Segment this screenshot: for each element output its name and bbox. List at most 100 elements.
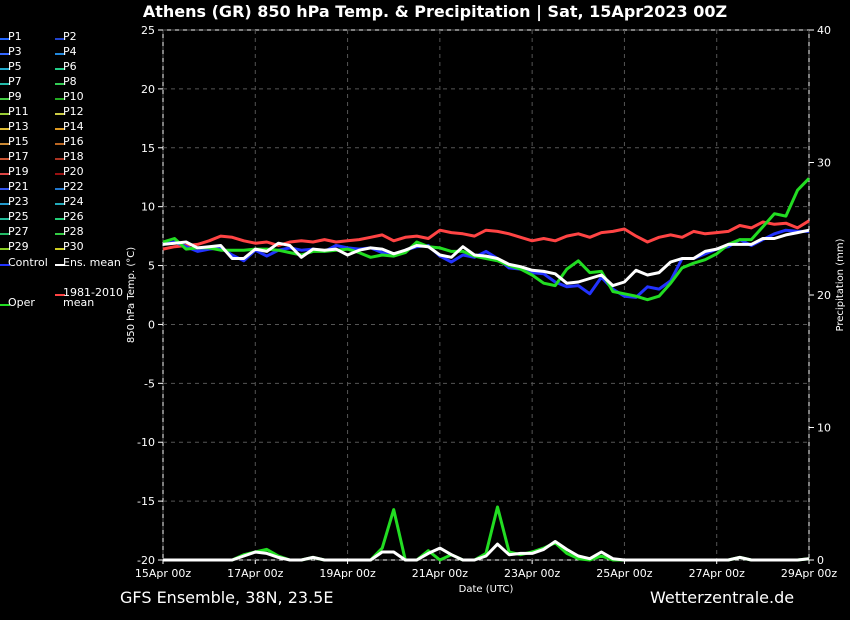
y-tick-label: -5 (144, 377, 155, 390)
y-axis-label: 850 hPa Temp. (°C) (126, 247, 137, 343)
legend-label: P21 (8, 180, 29, 193)
legend-swatch (55, 128, 65, 130)
legend-label: P7 (8, 75, 22, 88)
y2-axis-label: Precipitation (mm) (835, 238, 846, 331)
legend-label: P4 (63, 45, 77, 58)
legend-label: 1981-2010 mean (63, 286, 123, 309)
legend-swatch (55, 173, 65, 175)
legend-swatch (55, 143, 65, 145)
legend-label: P27 (8, 225, 29, 238)
legend-label: Oper (8, 296, 35, 309)
y-tick-label: 15 (141, 142, 155, 155)
chart-title: Athens (GR) 850 hPa Temp. & Precipitatio… (143, 2, 727, 22)
legend-swatch (0, 158, 10, 160)
y2-tick-label: 0 (817, 554, 824, 567)
legend-swatch (0, 203, 10, 205)
y-tick-label: -15 (137, 495, 155, 508)
legend-label: P25 (8, 210, 29, 223)
plot-frame (162, 29, 810, 561)
x-axis-label: Date (UTC) (459, 584, 514, 595)
legend-swatch (55, 218, 65, 220)
legend-swatch (0, 113, 10, 115)
legend-label: P19 (8, 165, 29, 178)
legend-swatch (0, 233, 10, 235)
y2-tick-label: 30 (817, 157, 831, 170)
legend-label: P26 (63, 210, 84, 223)
y-tick-label: 25 (141, 24, 155, 37)
legend-swatch (55, 248, 65, 250)
legend-label: P20 (63, 165, 84, 178)
x-axis: 15Apr 00z 17Apr 00z 19Apr 00z 21Apr 00z 23Ap… (135, 560, 837, 580)
legend-label: P13 (8, 120, 29, 133)
legend-swatch (55, 113, 65, 115)
footer-source: GFS Ensemble, 38N, 23.5E (120, 588, 334, 607)
legend-swatch (55, 53, 65, 55)
legend-swatch (0, 83, 10, 85)
legend-swatch (0, 68, 10, 70)
y-tick-label: 10 (141, 201, 155, 214)
y-axis-right: 0 10 20 30 40 (809, 24, 831, 567)
legend-swatch (0, 218, 10, 220)
legend-swatch (55, 68, 65, 70)
legend-swatch (55, 203, 65, 205)
legend-label: P29 (8, 240, 29, 253)
y-axis-left: -20 -15 -10 -5 0 5 10 15 20 25 (137, 24, 163, 567)
legend-swatch (55, 38, 65, 40)
legend-label: P12 (63, 105, 84, 118)
x-tick-label: 25Apr 00z (596, 567, 653, 580)
series-group (162, 177, 811, 562)
legend-swatch (0, 98, 10, 100)
y-tick-label: 0 (148, 318, 155, 331)
legend-label: Control (8, 256, 48, 269)
legend-label: P3 (8, 45, 22, 58)
legend-swatch (0, 38, 10, 40)
legend-swatch (0, 173, 10, 175)
x-tick-label: 21Apr 00z (412, 567, 469, 580)
series-line-ens-mean (162, 228, 810, 288)
legend-swatch (55, 233, 65, 235)
legend-label: P9 (8, 90, 22, 103)
legend-label: P17 (8, 150, 29, 163)
x-tick-label: 15Apr 00z (135, 567, 192, 580)
series-line-1981-2010-mean (162, 219, 810, 251)
legend-label: Ens. mean (63, 256, 121, 269)
x-tick-label: 17Apr 00z (227, 567, 284, 580)
y-tick-label: 20 (141, 83, 155, 96)
legend-swatch (0, 143, 10, 145)
y2-tick-label: 20 (817, 289, 831, 302)
legend-swatch (55, 158, 65, 160)
legend-label: P15 (8, 135, 29, 148)
x-tick-label: 27Apr 00z (689, 567, 746, 580)
legend-label: P23 (8, 195, 29, 208)
footer-site: Wetterzentrale.de (650, 588, 795, 607)
y-tick-label: 5 (148, 260, 155, 273)
legend-swatch (0, 248, 10, 250)
y-tick-label: -20 (137, 554, 155, 567)
y-tick-label: -10 (137, 436, 155, 449)
legend-label: P2 (63, 30, 77, 43)
legend-swatch (55, 98, 65, 100)
legend-swatch (0, 188, 10, 190)
legend-label: P11 (8, 105, 29, 118)
x-tick-label: 23Apr 00z (504, 567, 561, 580)
legend-swatch (55, 294, 65, 296)
y2-tick-label: 10 (817, 422, 831, 435)
series-line-oper (162, 177, 811, 302)
legend-label: P28 (63, 225, 84, 238)
legend-label: P18 (63, 150, 84, 163)
legend-label: P1 (8, 30, 22, 43)
legend-swatch (0, 128, 10, 130)
legend-label: P14 (63, 120, 84, 133)
x-tick-label: 19Apr 00z (319, 567, 376, 580)
y2-tick-label: 40 (817, 24, 831, 37)
legend-swatch (0, 304, 10, 306)
legend-label: P6 (63, 60, 77, 73)
legend-label: P8 (63, 75, 77, 88)
legend-swatch (55, 83, 65, 85)
legend-label: P22 (63, 180, 84, 193)
legend-label: P5 (8, 60, 22, 73)
grid-lines (162, 29, 810, 561)
legend-label: P30 (63, 240, 84, 253)
legend-swatch (55, 264, 65, 266)
